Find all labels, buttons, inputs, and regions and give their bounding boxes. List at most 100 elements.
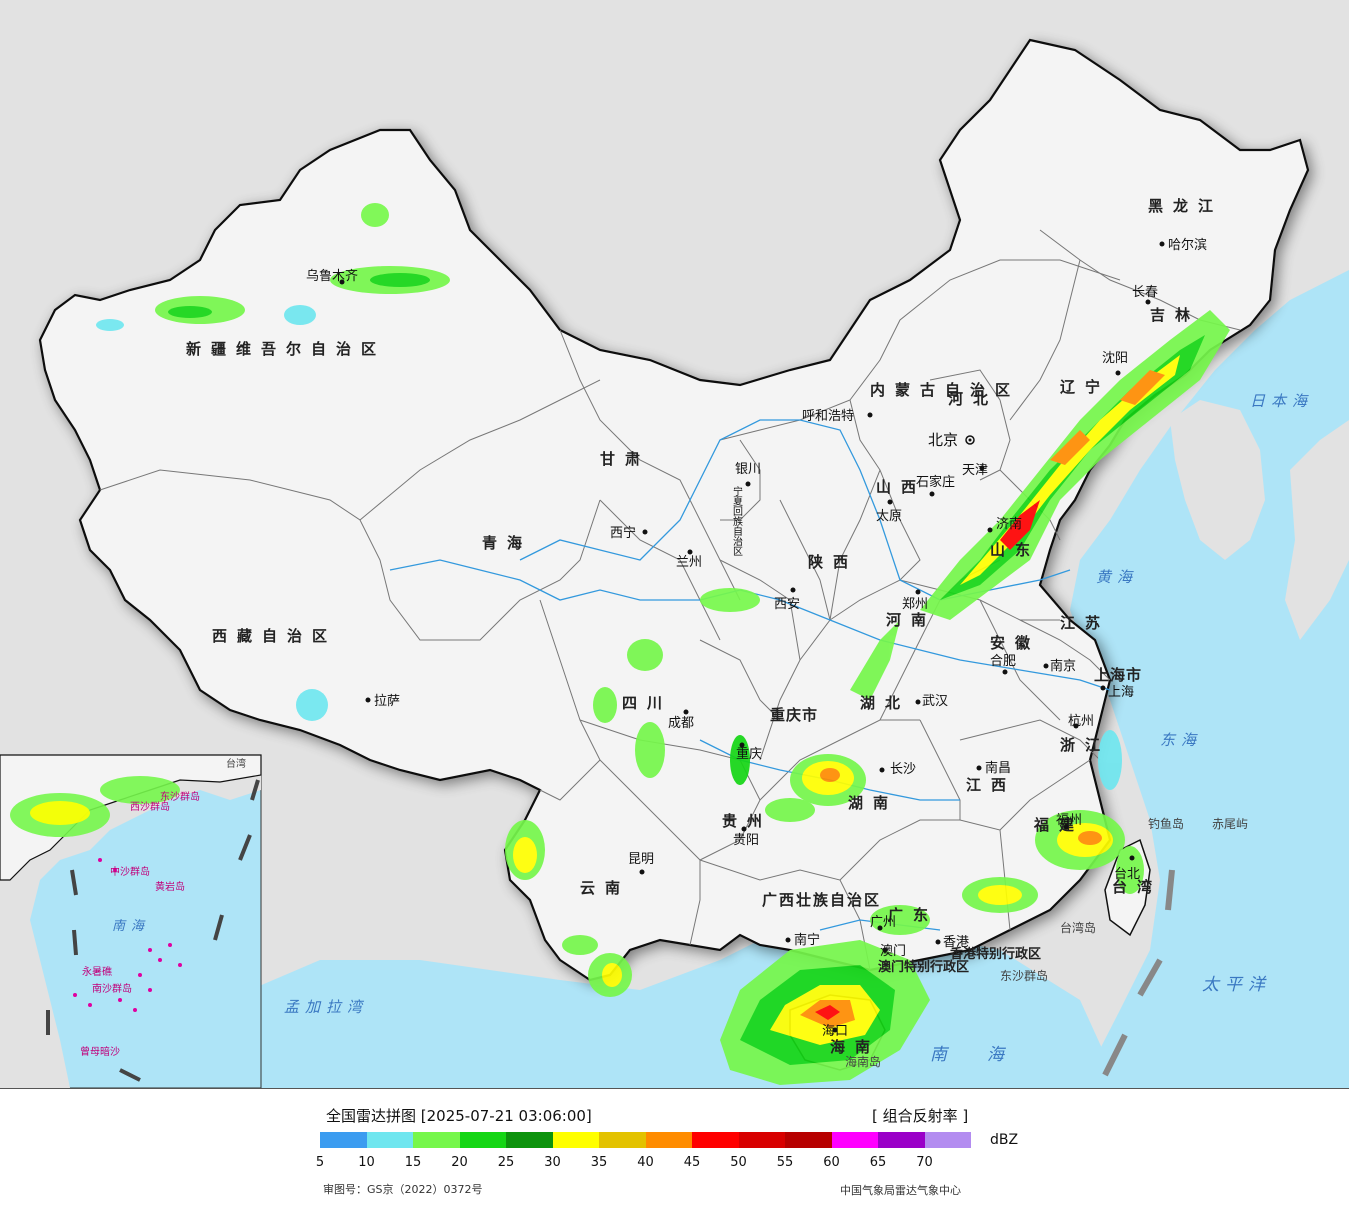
svg-text:银川: 银川 [735,462,761,477]
legend-tick-label: 50 [730,1155,747,1170]
legend-tick-label: 25 [497,1155,515,1170]
province-label: 福建 [1033,816,1084,834]
island-label: 东沙群岛 [1000,968,1048,983]
producer-name: 中国气象局雷达气象中心 [840,1184,961,1197]
svg-text:呼和浩特: 呼和浩特 [802,409,854,424]
color-swatch [320,1132,367,1148]
sea-label: 南海 [930,1045,1044,1065]
svg-text:长春: 长春 [1132,285,1158,300]
svg-text:南京: 南京 [1050,658,1076,674]
legend-tick-label: 65 [869,1155,887,1170]
province-label: 重庆市 [770,706,818,724]
sea-labels: 日本海 黄海 东海 太平洋 南海 孟加拉湾 [284,392,1313,1065]
city-marker: 西宁 [610,525,648,541]
city-marker: 长春 [1132,285,1158,305]
city-marker: 兰州 [676,549,702,570]
radar-map: 新疆维吾尔自治区 西藏自治区 青海 甘肃 内蒙古自治区 黑龙江 吉林 辽宁 四川… [0,0,1349,1089]
city-marker: 长沙 [879,762,916,777]
svg-text:天津: 天津 [962,463,988,478]
svg-text:郑州: 郑州 [902,597,928,612]
legend-panel: 全国雷达拼图 [2025-07-21 03:06:00] [ 组合反射率 ] d… [0,1089,1349,1208]
legend-tick-label: 20 [451,1155,468,1170]
city-marker: 沈阳 [1102,351,1128,376]
color-swatch [366,1132,413,1148]
map-approval-number: 审图号：GS京（2022）0372号 [323,1183,483,1196]
inset-label: 中沙群岛 [110,865,150,878]
inset-label: 东沙群岛 [160,790,200,803]
ocean-east [1070,270,1349,1088]
legend-tick-label: 35 [590,1155,608,1170]
province-label: 云南 [580,879,630,897]
province-label: 内蒙古自治区 [870,381,1020,399]
svg-text:南昌: 南昌 [985,760,1011,776]
city-marker: 重庆 [736,742,762,762]
province-label: 贵州 [722,812,772,830]
svg-text:杭州: 杭州 [1068,714,1094,729]
legend-title: 全国雷达拼图 [2025-07-21 03:06:00] [326,1107,592,1125]
city-marker: 福州 [1056,813,1082,830]
svg-text:贵阳: 贵阳 [733,833,759,848]
svg-text:成都: 成都 [668,716,694,731]
legend-unit: dBZ [990,1132,1019,1148]
legend-tick-label: 45 [683,1155,701,1170]
province-label: 安徽 [990,634,1040,652]
province-label: 澳门特别行政区 [878,959,969,975]
city-marker: 银川 [735,462,761,487]
land-korea-japan [1170,400,1265,560]
product-name: [ 组合反射率 ] [872,1107,969,1125]
color-swatch [738,1132,785,1148]
province-label: 宁夏回族自治区 [731,485,743,556]
inset-label: 黄岩岛 [155,880,185,893]
inset-label: 曾母暗沙 [80,1045,120,1058]
city-marker: 南宁 [785,932,820,948]
sea-label: 黄海 [1096,568,1138,586]
inset-label: 南沙群岛 [92,982,132,995]
city-marker: 拉萨 [365,694,400,709]
province-label: 江西 [966,776,1016,794]
city-marker: 昆明 [628,852,654,875]
province-label: 河南 [886,611,936,629]
province-label: 广西壮族自治区 [762,891,881,909]
svg-text:乌鲁木齐: 乌鲁木齐 [306,268,358,284]
city-marker: 南京 [1043,658,1076,674]
province-label: 河北 [948,390,998,408]
city-marker: 乌鲁木齐 [306,268,358,285]
svg-text:合肥: 合肥 [990,654,1016,669]
color-swatch [413,1132,460,1148]
province-label: 浙江 [1060,736,1110,754]
province-label: 海南 [830,1038,880,1056]
province-label: 青海 [482,534,532,552]
province-label: 西藏自治区 [212,627,337,645]
province-label: 辽宁 [1060,378,1110,396]
svg-text:北京: 北京 [928,431,958,449]
city-marker: 广州 [870,915,896,931]
legend-tick-label: 70 [916,1155,933,1170]
color-swatch [785,1132,832,1148]
province-label: 湖北 [860,694,910,712]
city-marker: 呼和浩特 [802,409,873,424]
city-marker: 天津 [962,463,988,478]
island-label: 海南岛 [845,1054,881,1069]
maritime-lines [1102,869,1175,1077]
color-swatch [924,1132,971,1148]
sea-label: 日本海 [1250,392,1313,410]
inset-label: 永暑礁 [82,965,112,978]
svg-text:武汉: 武汉 [922,694,948,709]
svg-text:福州: 福州 [1056,813,1082,828]
color-swatch [552,1132,599,1148]
sea-label: 孟加拉湾 [284,998,368,1016]
province-label: 陕西 [808,553,858,571]
island-label: 钓鱼岛 [1148,816,1184,831]
color-swatch [692,1132,739,1148]
province-labels: 新疆维吾尔自治区 西藏自治区 青海 甘肃 内蒙古自治区 黑龙江 吉林 辽宁 四川… [186,197,1213,1056]
svg-text:南宁: 南宁 [794,932,820,948]
island-label: 台湾岛 [1060,920,1096,935]
city-marker: 澳门 [880,943,906,959]
south-china-sea-inset: 南海 中沙群岛 黄岩岛 永暑礁 南沙群岛 曾母暗沙 东沙群岛 西沙群岛 台湾 [0,754,262,1088]
svg-text:石家庄: 石家庄 [916,474,955,490]
province-label: 上海市 [1094,666,1142,684]
svg-text:香港: 香港 [943,935,969,950]
city-marker: 济南 [987,516,1022,533]
province-label: 山东 [990,541,1040,559]
province-label: 新疆维吾尔自治区 [186,340,386,358]
